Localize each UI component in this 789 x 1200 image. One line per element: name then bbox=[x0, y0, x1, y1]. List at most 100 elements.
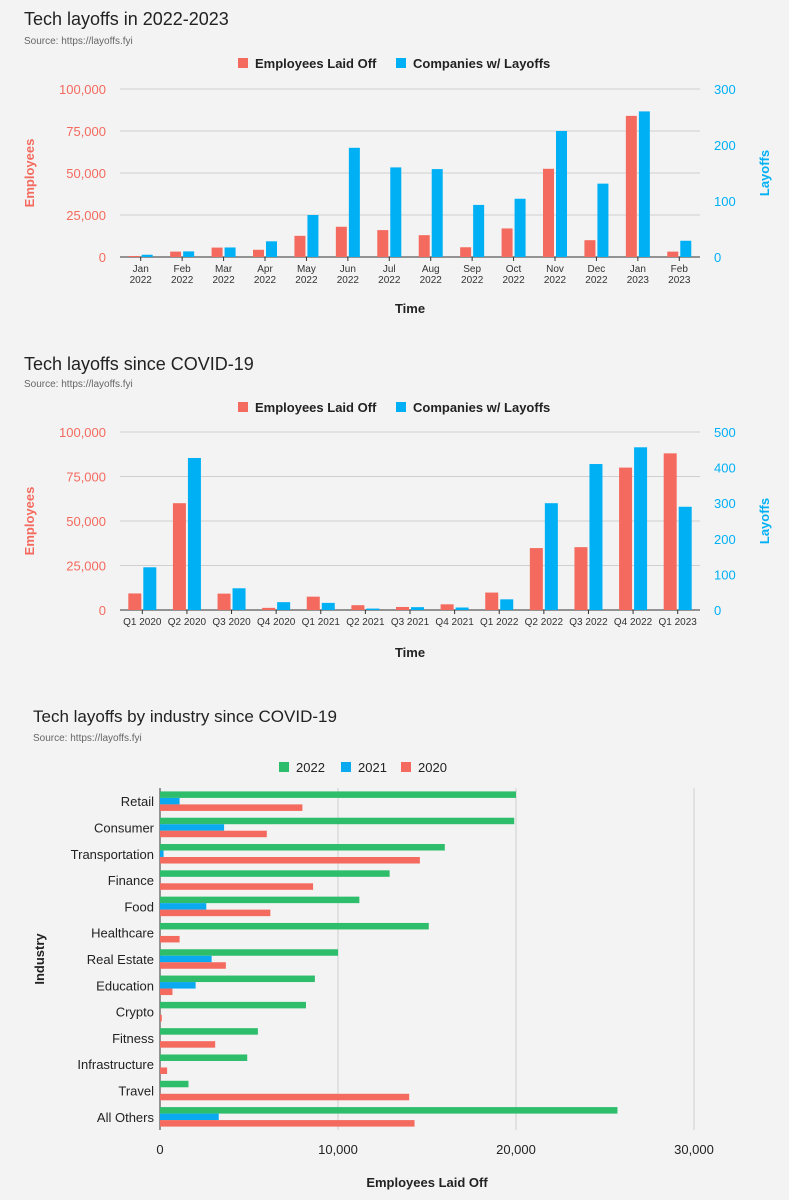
x-tick-label: 20,000 bbox=[496, 1142, 536, 1157]
bar-laid-off bbox=[667, 251, 679, 257]
legend-swatch-laid-off bbox=[238, 58, 248, 68]
bar-laid-off bbox=[294, 235, 306, 257]
x-tick-label: Mar bbox=[215, 264, 233, 275]
x-tick-label: Q3 2021 bbox=[391, 617, 430, 628]
x-tick-label: 2022 bbox=[254, 275, 277, 286]
bar-laid-off bbox=[128, 255, 140, 257]
bar-companies bbox=[232, 588, 246, 610]
x-tick-label: Q4 2021 bbox=[435, 617, 474, 628]
y-tick-left: 75,000 bbox=[66, 470, 106, 485]
bar-laid-off bbox=[418, 235, 430, 257]
x-axis-title: Time bbox=[395, 301, 425, 316]
bar-companies bbox=[514, 198, 526, 257]
y-tick-right: 0 bbox=[714, 603, 721, 618]
bar-companies bbox=[589, 464, 603, 610]
x-tick-label: 2023 bbox=[668, 275, 691, 286]
x-tick-label: Q2 2022 bbox=[525, 617, 564, 628]
bar-laid-off bbox=[529, 548, 543, 610]
x-tick-label: 2022 bbox=[420, 275, 443, 286]
x-tick-label: 2022 bbox=[544, 275, 567, 286]
x-tick-label: Apr bbox=[257, 264, 273, 275]
y-axis-title-right: Layoffs bbox=[757, 150, 772, 196]
legend-swatch-companies bbox=[396, 402, 406, 412]
chart-layoffs-since-covid: Tech layoffs since COVID-19 Source: http… bbox=[0, 345, 789, 685]
legend-label-laid-off: Employees Laid Off bbox=[255, 400, 377, 415]
x-tick-label: Jun bbox=[340, 264, 356, 275]
bar-2022 bbox=[160, 1028, 258, 1035]
bar-companies bbox=[500, 599, 514, 610]
chart-svg: Employees Laid Off Companies w/ Layoffs 0 2… bbox=[22, 400, 772, 660]
x-tick-label: 0 bbox=[156, 1142, 163, 1157]
bar-2022 bbox=[160, 1080, 189, 1088]
bar-laid-off bbox=[543, 168, 554, 257]
legend-label-companies: Companies w/ Layoffs bbox=[413, 400, 550, 415]
x-tick-label: 2022 bbox=[295, 275, 318, 286]
x-tick-label: May bbox=[297, 264, 316, 275]
bar-companies bbox=[597, 183, 609, 257]
bar-2020 bbox=[160, 962, 226, 969]
y-tick-left: 0 bbox=[99, 603, 106, 618]
x-tick-label: Nov bbox=[546, 264, 564, 275]
x-tick-label: Feb bbox=[174, 264, 192, 275]
bar-companies bbox=[455, 607, 469, 610]
bar-companies bbox=[634, 447, 648, 610]
x-tick-label: Q1 2020 bbox=[123, 617, 162, 628]
bar-2021 bbox=[160, 797, 180, 805]
bar-2021 bbox=[160, 850, 164, 858]
bar-2020 bbox=[160, 804, 303, 811]
legend-swatch-companies bbox=[396, 58, 406, 68]
bar-laid-off bbox=[501, 228, 513, 257]
x-tick-label: Q1 2021 bbox=[302, 617, 341, 628]
bar-2020 bbox=[160, 1067, 168, 1074]
chart-svg: Employees Laid Off Companies w/ Layoffs 0 2… bbox=[22, 56, 772, 316]
bar-laid-off bbox=[625, 115, 637, 257]
bar-2021 bbox=[160, 824, 225, 831]
bar-companies bbox=[680, 240, 692, 257]
y-tick-label: Crypto bbox=[116, 1005, 154, 1020]
x-tick-label: Q4 2020 bbox=[257, 617, 296, 628]
bar-2020 bbox=[160, 857, 420, 864]
bar-companies bbox=[390, 167, 402, 257]
y-tick-label: Consumer bbox=[94, 820, 155, 835]
y-axis-title-left: Employees bbox=[22, 487, 37, 556]
x-tick-label: 2022 bbox=[502, 275, 525, 286]
bar-laid-off bbox=[335, 226, 347, 257]
x-tick-label: Q1 2022 bbox=[480, 617, 519, 628]
bar-laid-off bbox=[217, 593, 231, 610]
x-tick-label: Q2 2020 bbox=[168, 617, 207, 628]
y-tick-left: 100,000 bbox=[59, 425, 106, 440]
bar-companies bbox=[431, 169, 443, 257]
y-tick-label: Healthcare bbox=[91, 926, 154, 941]
chart-layoffs-by-industry: Tech layoffs by industry since COVID-19 … bbox=[0, 700, 789, 1200]
y-tick-right: 100 bbox=[714, 194, 736, 209]
legend-label-2021: 2021 bbox=[358, 760, 387, 775]
chart-title: Tech layoffs in 2022-2023 bbox=[24, 9, 229, 29]
bar-companies bbox=[473, 204, 485, 257]
y-tick-right: 200 bbox=[714, 532, 736, 547]
bar-laid-off bbox=[351, 605, 365, 610]
bar-laid-off bbox=[440, 604, 454, 610]
chart-source: Source: https://layoffs.fyi bbox=[33, 733, 142, 744]
bar-laid-off bbox=[485, 592, 499, 610]
y-tick-right: 500 bbox=[714, 425, 736, 440]
bar-2022 bbox=[160, 975, 315, 983]
bar-laid-off bbox=[170, 251, 182, 257]
bar-2022 bbox=[160, 922, 429, 930]
bar-companies bbox=[556, 131, 567, 257]
bar-2022 bbox=[160, 817, 515, 825]
bar-companies bbox=[348, 147, 360, 257]
x-tick-label: Feb bbox=[671, 264, 689, 275]
bar-2020 bbox=[160, 883, 314, 890]
y-axis-title-left: Employees bbox=[22, 139, 37, 208]
y-tick-right: 200 bbox=[714, 138, 736, 153]
bar-companies bbox=[366, 608, 380, 610]
y-axis-title: Industry bbox=[32, 933, 47, 985]
bar-2022 bbox=[160, 870, 390, 877]
bar-2021 bbox=[160, 982, 196, 989]
bar-laid-off bbox=[619, 467, 633, 610]
bar-companies bbox=[321, 602, 335, 610]
bar-companies bbox=[141, 254, 153, 257]
legend-label-2020: 2020 bbox=[418, 760, 447, 775]
bar-laid-off bbox=[663, 453, 677, 610]
bar-companies bbox=[187, 457, 201, 610]
